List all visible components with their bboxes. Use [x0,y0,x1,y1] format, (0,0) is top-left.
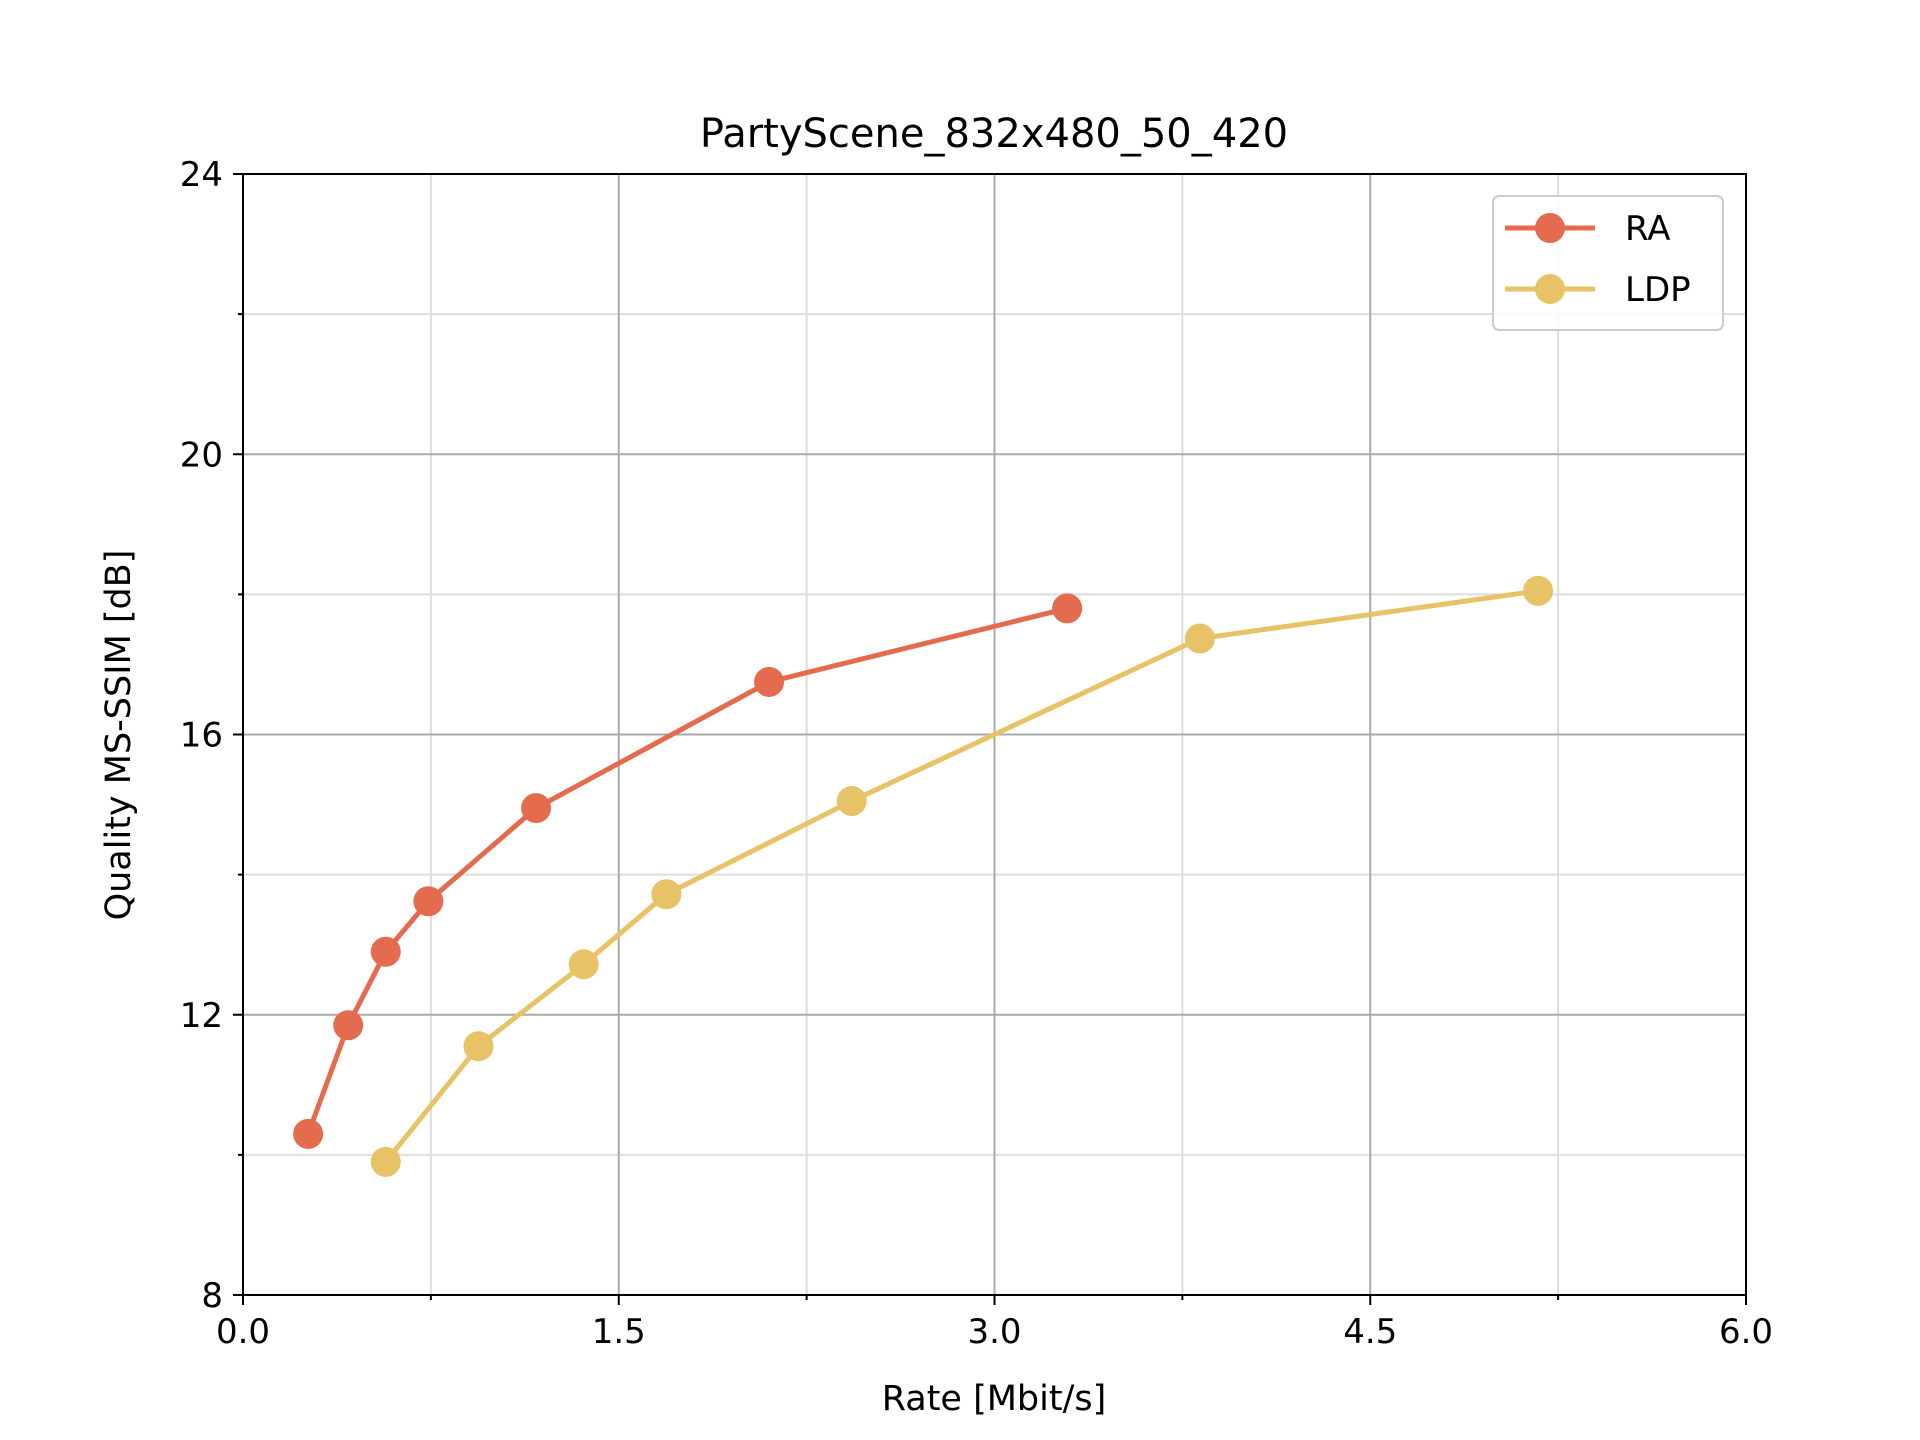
data-point-ldp [370,1146,401,1177]
data-point-ra [521,793,552,824]
y-tick-label: 16 [180,716,223,756]
x-tick-label: 4.5 [1343,1312,1397,1352]
legend-label-ldp: LDP [1625,270,1691,310]
x-tick-label: 0.0 [216,1312,270,1352]
y-tick-label: 12 [180,996,223,1036]
data-point-ra [1052,593,1083,624]
x-tick-label: 6.0 [1719,1312,1773,1352]
y-tick-label: 20 [180,435,223,475]
data-point-ldp [1523,575,1554,606]
y-tick-label: 24 [180,155,223,195]
legend-entries: RA LDP [1505,209,1691,310]
data-point-ldp [1184,623,1215,654]
chart-title: PartyScene_832x480_50_420 [700,111,1288,157]
ticks-layer: 0.0 1.5 3.0 4.5 6.0 8 12 16 20 24 [180,155,1773,1352]
y-tick-label: 8 [201,1276,223,1316]
x-axis-label: Rate [Mbit/s] [882,1379,1107,1419]
legend-label-ra: RA [1625,209,1671,249]
legend-marker-ra [1535,213,1565,243]
x-tick-label: 1.5 [592,1312,646,1352]
data-point-ra [754,666,785,697]
y-axis-label: Quality MS-SSIM [dB] [99,550,139,921]
data-point-ra [293,1118,324,1149]
data-point-ra [333,1010,364,1041]
x-tick-label: 3.0 [967,1312,1021,1352]
data-point-ldp [651,879,682,910]
data-point-ra [413,886,444,917]
data-point-ldp [463,1031,494,1062]
series-layer [293,575,1554,1177]
data-point-ldp [836,786,867,817]
data-point-ra [370,936,401,967]
legend-marker-ldp [1535,274,1565,304]
legend: RA LDP [1492,195,1724,331]
data-point-ldp [568,949,599,980]
